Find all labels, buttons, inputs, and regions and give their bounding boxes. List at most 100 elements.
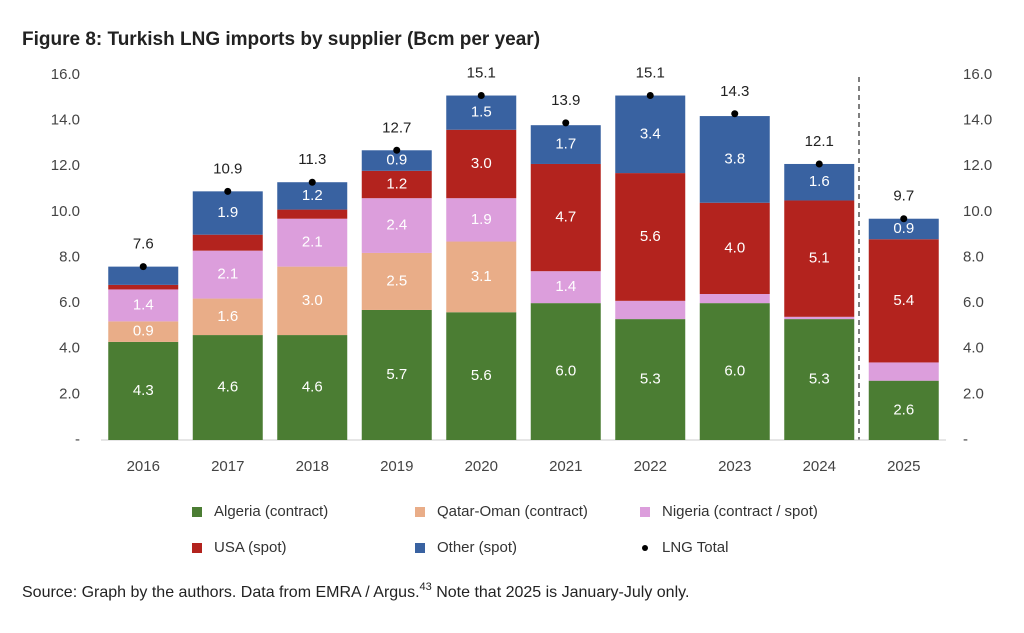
bar-segment	[784, 200, 855, 317]
bar-segment	[615, 300, 686, 320]
total-dot	[139, 263, 147, 271]
total-dot	[477, 92, 485, 100]
bar-segment	[530, 303, 601, 440]
bar-segment	[784, 316, 855, 320]
segment-label: 0.9	[386, 152, 407, 169]
segment-label: 1.7	[555, 136, 576, 153]
segment-label: 1.4	[555, 278, 576, 295]
bar-segment	[530, 271, 601, 304]
bar-segment	[361, 198, 432, 253]
bar-segment	[446, 198, 517, 242]
source-text: Source: Graph by the authors. Data from …	[22, 584, 420, 601]
segment-label: 0.9	[133, 323, 154, 340]
legend-label: Algeria (contract)	[214, 503, 328, 520]
y2-tick-label: -	[963, 431, 968, 448]
legend-swatch	[415, 507, 425, 517]
bar-segment	[446, 312, 517, 440]
segment-label: 1.9	[471, 211, 492, 228]
y-tick-label: 10.0	[51, 203, 80, 220]
legend-label: USA (spot)	[214, 539, 287, 556]
total-dot	[308, 178, 316, 186]
x-tick-label: 2025	[887, 458, 920, 475]
segment-label: 5.7	[386, 366, 407, 383]
y-tick-label: 12.0	[51, 157, 80, 174]
bar-segment	[192, 234, 263, 251]
y-tick-label: -	[75, 431, 80, 448]
bar-segment	[108, 266, 179, 285]
bar-segment	[530, 125, 601, 164]
bar-segment	[192, 191, 263, 235]
bar-segment	[108, 341, 179, 440]
total-label: 10.9	[213, 160, 242, 177]
legend-swatch	[415, 543, 425, 553]
y2-tick-label: 6.0	[963, 294, 984, 311]
segment-label: 1.6	[809, 173, 830, 190]
source-superscript: 43	[420, 581, 432, 593]
bar-segment	[446, 129, 517, 199]
segment-label: 4.7	[555, 209, 576, 226]
segment-label: 4.0	[724, 239, 745, 256]
segment-label: 1.2	[386, 175, 407, 192]
segment-label: 2.4	[386, 217, 407, 234]
segment-label: 1.5	[471, 104, 492, 121]
segment-label: 6.0	[724, 363, 745, 380]
legend-swatch	[640, 507, 650, 517]
y2-tick-label: 2.0	[963, 385, 984, 402]
bar-segment	[192, 250, 263, 299]
legend-label: Nigeria (contract / spot)	[662, 503, 818, 520]
bar-segment	[868, 362, 939, 381]
total-dot	[562, 119, 570, 127]
segment-label: 2.1	[302, 234, 323, 251]
bar-segment	[446, 241, 517, 313]
segment-label: 5.1	[809, 250, 830, 267]
y2-tick-label: 14.0	[963, 112, 992, 129]
total-dot	[224, 187, 232, 195]
total-label: 13.9	[551, 92, 580, 109]
bar-segment	[192, 298, 263, 336]
total-dot	[815, 160, 823, 168]
legend-label: LNG Total	[662, 539, 728, 556]
segment-label: 5.6	[640, 228, 661, 245]
bar-segment	[699, 116, 770, 203]
segment-label: 2.6	[893, 401, 914, 418]
y-tick-label: 16.0	[51, 66, 80, 83]
total-label: 11.3	[298, 151, 326, 168]
x-tick-label: 2022	[634, 458, 667, 475]
bar-segment	[108, 284, 179, 290]
segment-label: 1.6	[217, 308, 238, 325]
segment-label: 1.4	[133, 296, 154, 313]
y-tick-label: 6.0	[59, 294, 80, 311]
legend-marker	[642, 545, 648, 551]
source-note-text: Note that 2025 is January-July only.	[432, 584, 690, 601]
segment-label: 3.0	[471, 155, 492, 172]
x-tick-label: 2024	[803, 458, 836, 475]
x-tick-label: 2023	[718, 458, 751, 475]
bar-segment	[615, 95, 686, 174]
y-tick-label: 8.0	[59, 248, 80, 265]
segment-label: 3.1	[471, 268, 492, 285]
bar-segment	[277, 209, 348, 219]
bar-segment	[277, 218, 348, 267]
total-label: 12.7	[382, 119, 411, 136]
segment-label: 3.8	[724, 150, 745, 167]
bar-segment	[784, 319, 855, 440]
bar-segment	[868, 380, 939, 440]
bar-segment	[361, 252, 432, 310]
segment-label: 5.3	[809, 371, 830, 388]
segment-label: 3.4	[640, 125, 661, 142]
bar-segment	[615, 319, 686, 440]
total-label: 14.3	[720, 83, 749, 100]
segment-label: 6.0	[555, 363, 576, 380]
bar-segment	[530, 163, 601, 272]
y-tick-label: 2.0	[59, 385, 80, 402]
bar-segment	[108, 289, 179, 322]
segment-label: 4.6	[217, 379, 238, 396]
y2-tick-label: 16.0	[963, 66, 992, 83]
bar-segment	[868, 218, 939, 240]
segment-label: 3.0	[302, 292, 323, 309]
total-label: 9.7	[893, 188, 914, 205]
bar-segment	[192, 335, 263, 440]
bar-segment	[108, 321, 179, 342]
total-dot	[646, 92, 654, 100]
